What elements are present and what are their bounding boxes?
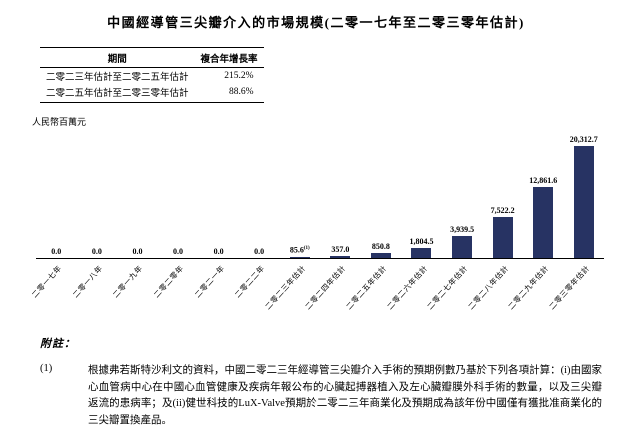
bar [452,236,473,258]
bar-value-label: 7,522.2 [490,206,515,215]
x-axis-label-cell: 二零二六年估計 [385,259,442,319]
bar-value-label: 3,939.5 [450,225,475,234]
cagr-table: 期間 複合年增長率 二零二三年估計至二零二五年估計 215.2% 二零二五年估計… [40,47,264,103]
bar-value-label: 0.0 [213,247,224,256]
bar-slot: 20,312.7 [564,136,605,258]
cagr-table-header-cagr: 複合年增長率 [194,47,264,68]
bar-slot: 0.0 [77,248,118,258]
cagr-table-header-row: 期間 複合年增長率 [40,47,264,68]
cagr-period-cell: 二零二五年估計至二零三零年估計 [46,89,189,99]
bar [370,253,391,258]
x-axis-label-cell: 二零一九年 [111,259,158,319]
bar-slot: 0.0 [36,248,77,258]
x-axis-label-cell: 二零二零年 [152,259,199,319]
x-axis-label-cell: 二零二九年估計 [507,259,564,319]
x-axis-label-cell: 二零二三年估計 [263,259,320,319]
footnote-1: (1) 根據弗若斯特沙利文的資料，中國二零二三年經導管三尖瓣介入手術的預期例數乃… [40,363,602,429]
x-axis-label-cell: 二零二一年 [193,259,239,319]
footnote-text: 根據弗若斯特沙利文的資料，中國二零二三年經導管三尖瓣介入手術的預期例數乃基於下列… [88,365,602,426]
cagr-period-cell: 二零二三年估計至二零二五年估計 [46,73,189,83]
cagr-value-cell: 88.6% [228,87,254,97]
bar-value-label: 850.8 [371,242,390,251]
bar [492,217,513,258]
bar-slot: 0.0 [198,248,239,258]
footnote-reference: (1) [303,246,310,252]
bar-chart: 0.0 0.0 0.0 0.0 0.0 0.0 85.6(1) 357.0 850.8 1,804… [36,128,604,259]
y-axis-unit-label: 人民幣百萬元 [32,117,87,127]
bar-slot: 850.8 [361,243,402,258]
cagr-table-header-period: 期間 [40,47,195,68]
x-axis-label-cell: 二零二七年估計 [425,259,483,319]
bar [411,248,432,258]
bar-slot: 12,861.6 [523,177,564,258]
bar [330,256,351,258]
bar-slot: 7,522.2 [482,207,523,258]
cagr-value-cell: 215.2% [224,71,254,81]
footnote-marker: (1) [40,363,53,374]
bar-slot: 85.6(1) [279,246,320,258]
bar-slot: 0.0 [117,248,158,258]
x-axis-labels: 二零一七年 二零一八年 二零一九年 二零二零年 二零二一年 二零二二年 二零二三年估計 二零二… [30,259,605,319]
x-axis-label-cell: 二零一七年 [30,259,77,319]
bar-slot: 1,804.5 [401,238,442,258]
bar [533,187,554,258]
bar-value-label: 20,312.7 [569,135,598,144]
x-axis-label-cell: 二零二八年估計 [466,259,523,319]
x-axis-label-cell: 二零二四年估計 [304,259,361,319]
chart-title: 中國經導管三尖瓣介入的市場規模(二零一七年至二零三零年估計) [107,15,525,30]
bar [573,146,594,258]
bar-value-label: 85.6(1) [289,246,310,255]
bar-slot: 3,939.5 [442,226,483,258]
x-axis-label-cell: 二零一八年 [71,259,118,319]
table-row: 二零二五年估計至二零三零年估計 88.6% [40,84,264,103]
x-axis-label-cell: 二零三零年估計 [547,259,605,319]
bar-slot: 0.0 [239,248,280,258]
bar-value-label: 12,861.6 [529,176,558,185]
bar [289,257,310,258]
table-row: 二零二三年估計至二零二五年估計 215.2% [40,68,264,85]
bar-value-label: 0.0 [91,247,102,256]
x-axis-label-cell: 二零二五年估計 [344,259,402,319]
bar-value-label: 357.0 [331,245,350,254]
bar-value-label: 0.0 [51,247,62,256]
bar-slot: 0.0 [158,248,199,258]
x-axis-label: 二零一七年 [30,263,64,300]
bar-value-label: 0.0 [132,247,143,256]
bar-value-label: 1,804.5 [409,237,434,246]
notes-heading: 附註： [40,338,76,350]
bar-value-label: 0.0 [254,247,265,256]
bar-value-label: 0.0 [173,247,184,256]
bar-slot: 357.0 [320,246,361,258]
bar-chart-area: 0.0 0.0 0.0 0.0 0.0 0.0 85.6(1) 357.0 850.8 1,804… [30,128,605,319]
x-axis-label-cell: 二零二二年 [233,259,280,319]
